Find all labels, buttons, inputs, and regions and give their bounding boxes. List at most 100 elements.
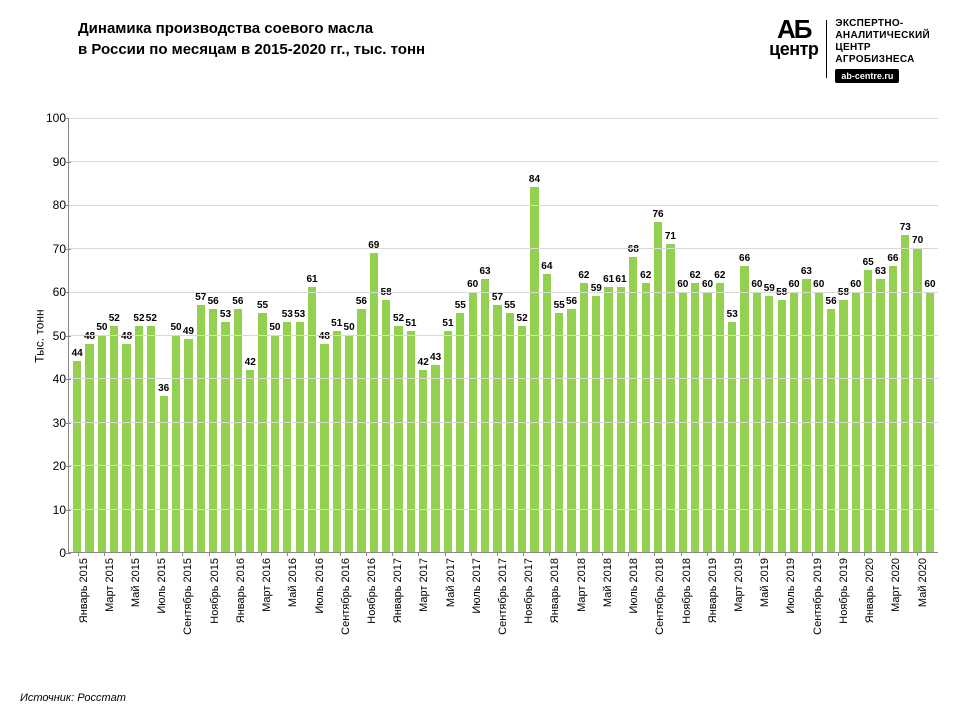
x-tick-label: Ноябрь 2017 [523, 558, 535, 624]
bar: 51 [407, 331, 415, 552]
bar: 53 [728, 322, 736, 552]
bar-value-label: 62 [640, 270, 651, 281]
bar-value-label: 60 [813, 279, 824, 290]
bar: 49 [184, 339, 192, 552]
grid-line [69, 118, 938, 119]
bar: 56 [357, 309, 365, 552]
bar: 63 [802, 279, 810, 552]
bar: 51 [333, 331, 341, 552]
bar-value-label: 58 [838, 287, 849, 298]
bar-value-label: 53 [727, 309, 738, 320]
x-tick-label: Январь 2019 [707, 558, 719, 623]
grid-line [69, 378, 938, 379]
grid-line [69, 205, 938, 206]
bar-value-label: 66 [887, 253, 898, 264]
grid-line [69, 248, 938, 249]
x-tick-label: Март 2017 [418, 558, 430, 612]
bar-value-label: 60 [788, 279, 799, 290]
source-note: Источник: Росстат [20, 692, 126, 704]
bar: 71 [666, 244, 674, 552]
x-tick-label: Май 2017 [445, 558, 457, 607]
x-tick-label: Январь 2018 [549, 558, 561, 623]
y-axis: 0102030405060708090100 [38, 118, 66, 553]
y-tick: 10 [38, 503, 66, 517]
header: Динамика производства соевого масла в Ро… [78, 18, 930, 84]
bar-value-label: 60 [677, 279, 688, 290]
bar-value-label: 53 [220, 309, 231, 320]
grid-line [69, 335, 938, 336]
bar-value-label: 48 [121, 331, 132, 342]
bar-value-label: 44 [72, 348, 83, 359]
bar: 53 [221, 322, 229, 552]
x-tick-label: Май 2018 [602, 558, 614, 607]
bar: 69 [370, 253, 378, 552]
bar: 50 [271, 335, 279, 552]
bar-value-label: 42 [245, 357, 256, 368]
bar: 57 [493, 305, 501, 552]
bar-value-label: 56 [826, 296, 837, 307]
title-line2: в России по месяцам в 2015-2020 гг., тыс… [78, 39, 425, 60]
bar: 55 [555, 313, 563, 552]
bar-value-label: 51 [331, 318, 342, 329]
title-line1: Динамика производства соевого масла [78, 18, 425, 39]
bar-value-label: 71 [665, 231, 676, 242]
y-tick: 20 [38, 459, 66, 473]
logo-divider [826, 20, 827, 78]
x-tick-label: Май 2020 [917, 558, 929, 607]
grid-line [69, 292, 938, 293]
grid-line [69, 465, 938, 466]
bar-value-label: 50 [269, 322, 280, 333]
bar-value-label: 60 [850, 279, 861, 290]
plot-area: 4448505248525236504957565356425550535361… [68, 118, 938, 553]
grid-line [69, 509, 938, 510]
chart: Тыс. тонн 0102030405060708090100 4448505… [68, 118, 938, 553]
bar-value-label: 61 [603, 274, 614, 285]
bar: 42 [419, 370, 427, 552]
bar: 65 [864, 270, 872, 552]
x-tick-label: Сентябрь 2018 [654, 558, 666, 635]
bar: 53 [283, 322, 291, 552]
bar: 48 [122, 344, 130, 552]
bar-value-label: 52 [133, 313, 144, 324]
bar: 55 [456, 313, 464, 552]
logo-ab-text: АБ [777, 18, 810, 41]
bar-value-label: 58 [381, 287, 392, 298]
x-tick-label: Май 2016 [287, 558, 299, 607]
x-tick-label: Июль 2016 [314, 558, 326, 614]
bar: 55 [506, 313, 514, 552]
bar: 62 [580, 283, 588, 552]
bar: 51 [444, 331, 452, 552]
bar-value-label: 56 [566, 296, 577, 307]
x-tick-label: Март 2015 [104, 558, 116, 612]
bar-value-label: 68 [628, 244, 639, 255]
bar-value-label: 73 [900, 222, 911, 233]
bar: 76 [654, 222, 662, 552]
bar: 62 [716, 283, 724, 552]
bar: 36 [160, 396, 168, 552]
bar: 53 [296, 322, 304, 552]
bar-value-label: 51 [405, 318, 416, 329]
bar: 61 [604, 287, 612, 552]
bar-value-label: 62 [714, 270, 725, 281]
bar-value-label: 66 [739, 253, 750, 264]
bar-value-label: 56 [208, 296, 219, 307]
bar-value-label: 62 [690, 270, 701, 281]
bar: 63 [876, 279, 884, 552]
chart-title: Динамика производства соевого масла в Ро… [78, 18, 425, 60]
bar: 61 [617, 287, 625, 552]
bar-value-label: 60 [702, 279, 713, 290]
x-tick-label: Июль 2017 [471, 558, 483, 614]
bar: 73 [901, 235, 909, 552]
bar: 52 [394, 326, 402, 552]
grid-line [69, 161, 938, 162]
bar-value-label: 63 [479, 266, 490, 277]
x-tick-label: Март 2019 [733, 558, 745, 612]
bar: 57 [197, 305, 205, 552]
y-tick: 30 [38, 416, 66, 430]
bar: 43 [431, 365, 439, 552]
bar: 62 [642, 283, 650, 552]
y-tick: 80 [38, 198, 66, 212]
bar-value-label: 53 [294, 309, 305, 320]
bar: 84 [530, 187, 538, 552]
bar: 52 [518, 326, 526, 552]
